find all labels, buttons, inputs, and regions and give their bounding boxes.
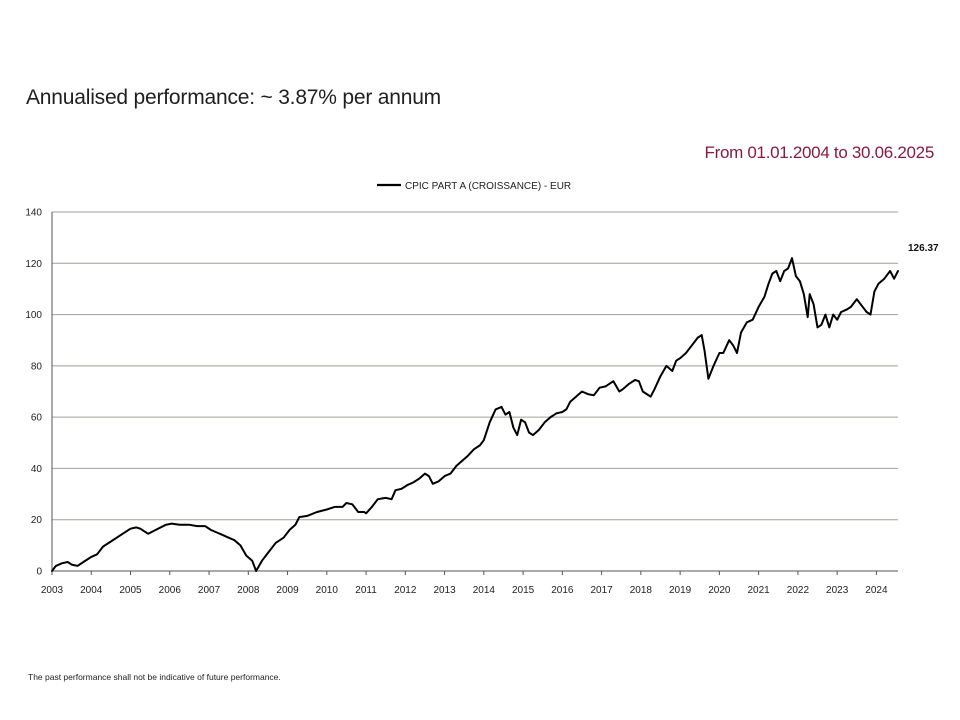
x-tick-label: 2012 (394, 585, 417, 596)
y-tick-label: 0 (36, 567, 42, 578)
y-tick-label: 120 (25, 259, 42, 270)
x-axis-ticks: 2003 2004 2005 2006 2007 2008 2009 2010 2011 2012… (41, 571, 888, 596)
x-tick-label: 2017 (590, 585, 613, 596)
legend-label-series: CPIC PART A (CROISSANCE) - EUR (405, 181, 571, 192)
x-tick-label: 2006 (159, 585, 182, 596)
y-tick-label: 20 (31, 515, 43, 526)
x-tick-label: 2020 (708, 585, 731, 596)
x-tick-label: 2003 (41, 585, 64, 596)
x-tick-label: 2024 (865, 585, 888, 596)
x-tick-label: 2009 (276, 585, 299, 596)
x-tick-label: 2014 (473, 585, 496, 596)
x-tick-label: 2008 (237, 585, 260, 596)
grid-lines (51, 211, 898, 572)
x-tick-label: 2015 (512, 585, 535, 596)
x-tick-label: 2013 (433, 585, 456, 596)
y-axis-ticks: 0 20 40 60 80 100 120 140 (25, 208, 42, 578)
x-tick-label: 2021 (748, 585, 771, 596)
y-tick-label: 80 (31, 361, 43, 372)
x-tick-label: 2022 (787, 585, 810, 596)
disclaimer-text: The past performance shall not be indica… (28, 672, 281, 682)
x-tick-label: 2016 (551, 585, 574, 596)
x-tick-label: 2010 (316, 585, 339, 596)
x-tick-label: 2007 (198, 585, 221, 596)
x-tick-label: 2011 (355, 585, 377, 596)
y-tick-label: 140 (25, 208, 42, 219)
y-tick-label: 40 (31, 464, 43, 475)
x-tick-label: 2018 (630, 585, 653, 596)
series-layer (51, 257, 899, 572)
period-label: From 01.01.2004 to 30.06.2025 (704, 143, 935, 162)
series-end-value-label: 126.37 (908, 243, 939, 254)
x-tick-label: 2019 (669, 585, 692, 596)
x-tick-label: 2023 (826, 585, 849, 596)
chart-legend: CPIC PART A (CROISSANCE) - EUR (377, 181, 571, 192)
y-tick-label: 60 (31, 413, 43, 424)
performance-headline: Annualised performance: ~ 3.87% per annu… (26, 86, 441, 109)
y-tick-label: 100 (25, 310, 42, 321)
series-line-0 (51, 257, 899, 572)
x-tick-label: 2005 (119, 585, 142, 596)
x-tick-label: 2004 (80, 585, 103, 596)
